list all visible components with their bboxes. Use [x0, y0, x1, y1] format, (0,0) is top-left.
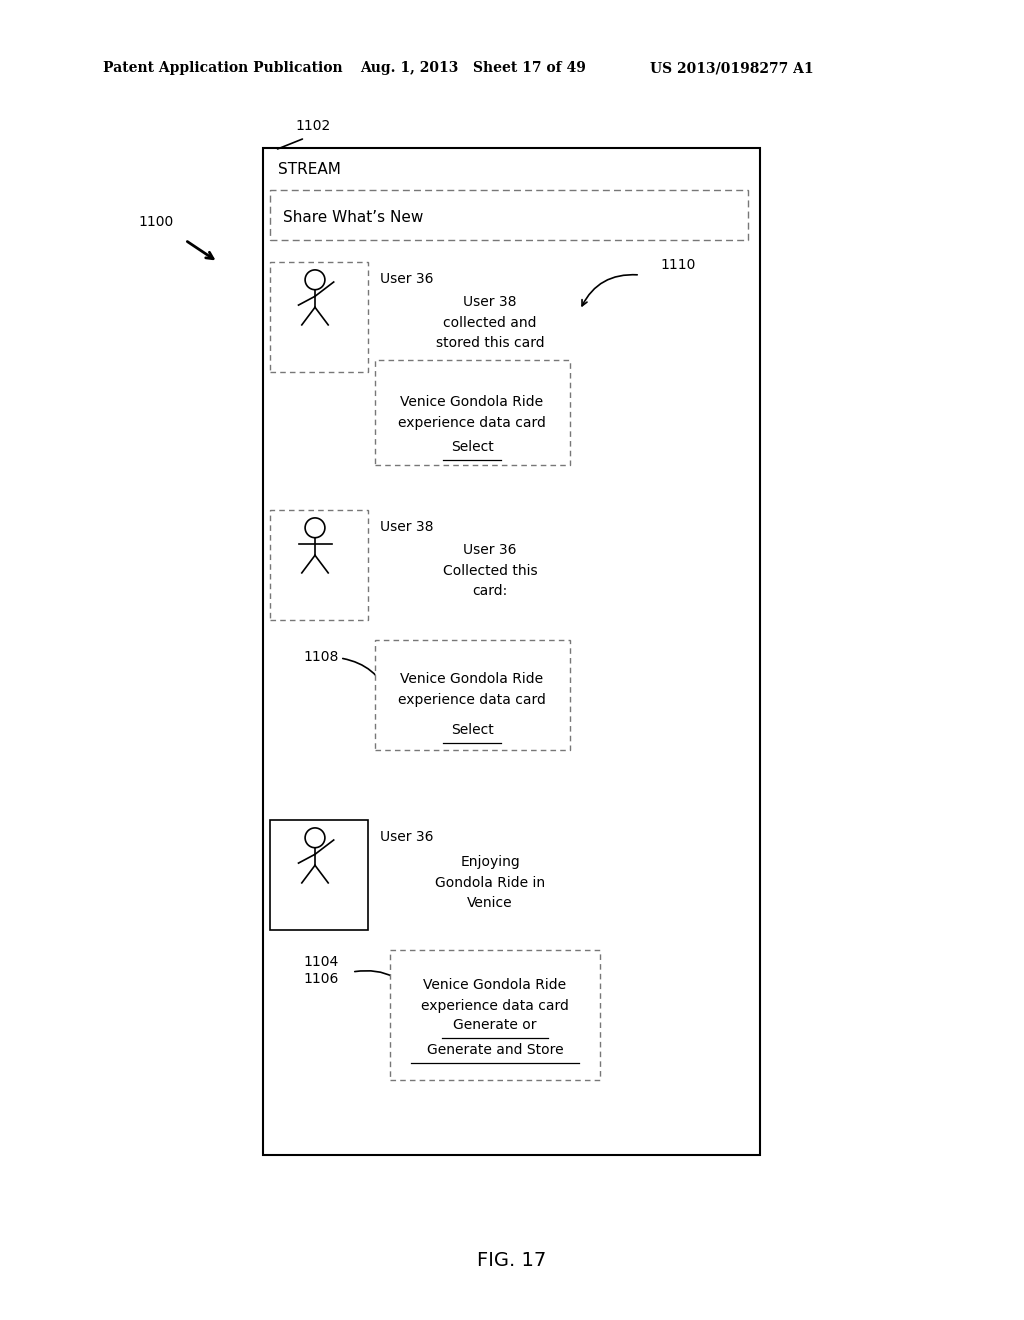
Text: Generate and Store: Generate and Store: [427, 1043, 563, 1057]
Text: Venice Gondola Ride
experience data card: Venice Gondola Ride experience data card: [398, 395, 546, 429]
Text: FIG. 17: FIG. 17: [477, 1250, 547, 1270]
Bar: [375, 360, 570, 465]
Text: Venice Gondola Ride
experience data card: Venice Gondola Ride experience data card: [398, 672, 546, 706]
Text: User 36: User 36: [380, 830, 433, 843]
Text: 1100: 1100: [138, 215, 173, 228]
Bar: [390, 950, 600, 1080]
Text: Select: Select: [451, 723, 494, 737]
Text: 1106: 1106: [303, 972, 338, 986]
Text: 1108: 1108: [303, 649, 338, 664]
Bar: [270, 820, 368, 931]
Text: User 38: User 38: [380, 520, 433, 535]
Text: Enjoying
Gondola Ride in
Venice: Enjoying Gondola Ride in Venice: [435, 855, 545, 911]
Text: 1102: 1102: [295, 119, 331, 133]
Bar: [270, 261, 368, 372]
Text: 1110: 1110: [660, 257, 695, 272]
Text: Venice Gondola Ride
experience data card: Venice Gondola Ride experience data card: [421, 978, 569, 1012]
Bar: [270, 510, 368, 620]
Text: Share What’s New: Share What’s New: [283, 210, 423, 224]
Text: STREAM: STREAM: [278, 162, 341, 177]
Bar: [270, 190, 748, 240]
Text: Select: Select: [451, 440, 494, 454]
Text: Aug. 1, 2013   Sheet 17 of 49: Aug. 1, 2013 Sheet 17 of 49: [360, 61, 586, 75]
Text: User 38
collected and
stored this card: User 38 collected and stored this card: [435, 294, 545, 350]
Text: User 36
Collected this
card:: User 36 Collected this card:: [442, 543, 538, 598]
Text: 1104: 1104: [303, 954, 338, 969]
Text: US 2013/0198277 A1: US 2013/0198277 A1: [650, 61, 814, 75]
Text: Generate or: Generate or: [454, 1018, 537, 1032]
Bar: [263, 148, 760, 1155]
Text: Patent Application Publication: Patent Application Publication: [103, 61, 343, 75]
Bar: [375, 640, 570, 750]
Text: User 36: User 36: [380, 272, 433, 286]
